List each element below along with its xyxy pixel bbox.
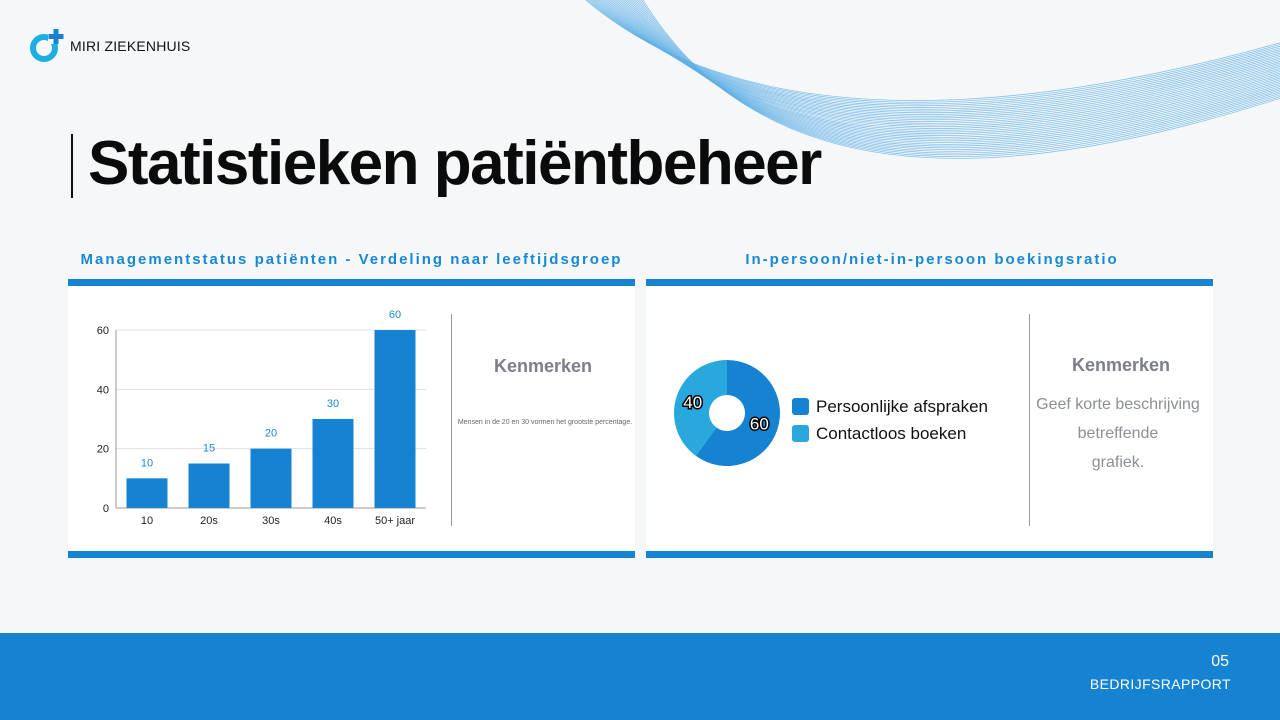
card-divider — [451, 314, 452, 526]
bar — [312, 419, 354, 508]
donut-chart: 60 40 — [674, 360, 780, 466]
wave-line — [621, 0, 1280, 138]
donut-value-label: 40 — [683, 393, 702, 412]
title-accent-bar — [71, 134, 73, 198]
bar-value-label: 20 — [265, 428, 277, 440]
bar-value-label: 15 — [203, 443, 215, 455]
donut-slice — [695, 360, 780, 466]
legend-swatch — [792, 398, 809, 415]
legend-item: Contactloos boeken — [792, 420, 988, 447]
wave-line — [623, 0, 1280, 140]
bar-chart-card: 0 20 40 60 10 10 15 20s 20 30s 30 40s 60 50+ jaar Ken… — [68, 279, 635, 558]
wave-line — [628, 0, 1280, 145]
x-tick-label: 30s — [262, 515, 280, 527]
wave-line — [632, 0, 1280, 149]
footer-band: 05 BEDRIJFSRAPPORT — [0, 633, 1280, 720]
bar — [188, 463, 230, 508]
legend-label: Contactloos boeken — [816, 423, 967, 443]
description-line: grafiek. — [1091, 454, 1145, 471]
wave-line — [639, 0, 1280, 156]
x-tick-label: 20s — [200, 515, 218, 527]
x-tick-label: 50+ jaar — [375, 515, 415, 527]
wave-line — [642, 0, 1280, 159]
card-bottom-line — [68, 551, 635, 558]
legend-swatch — [792, 425, 809, 442]
wave-line — [619, 0, 1280, 136]
legend-item: Persoonlijke afspraken — [792, 393, 988, 420]
donut-legend: Persoonlijke afspraken Contactloos boeke… — [792, 393, 988, 447]
y-tick-label: 40 — [97, 384, 109, 396]
wave-line — [609, 0, 1280, 126]
x-tick-label: 40s — [324, 515, 342, 527]
logo-text: MIRI ZIEKENHUIS — [70, 38, 191, 54]
wave-line — [630, 0, 1280, 147]
description-line: betreffende — [1077, 425, 1159, 442]
wave-line — [625, 0, 1280, 142]
description-line: Geef korte beschrijving — [1036, 396, 1200, 413]
card-top-line — [646, 279, 1213, 286]
right-section-title: In-persoon/niet-in-persoon boekingsratio — [745, 251, 1119, 268]
left-section-title: Managementstatus patiënten - Verdeling n… — [80, 251, 623, 268]
footer-label: BEDRIJFSRAPPORT — [1089, 676, 1231, 692]
y-tick-label: 20 — [97, 444, 109, 456]
bar — [250, 448, 292, 508]
card-top-line — [68, 279, 635, 286]
wave-line — [626, 0, 1280, 144]
wave-line — [633, 0, 1280, 151]
wave-line — [595, 0, 1280, 112]
bar-value-label: 30 — [327, 398, 339, 410]
x-tick-label: 10 — [141, 515, 153, 527]
bar-value-label: 10 — [141, 457, 153, 469]
left-kenmerken-title: Kenmerken — [493, 356, 593, 376]
wave-line — [618, 0, 1280, 135]
wave-line — [607, 0, 1280, 124]
left-description: Mensen in de 20 en 30 vormen het grootst… — [457, 419, 633, 426]
wave-line — [590, 0, 1280, 107]
donut-value-label: 60 — [750, 415, 769, 434]
bar-value-label: 60 — [389, 309, 401, 321]
page-number: 05 — [1211, 653, 1229, 670]
hospital-cross-icon — [30, 29, 64, 62]
right-kenmerken-title: Kenmerken — [1071, 355, 1171, 375]
card-bottom-line — [646, 551, 1213, 558]
wave-line — [616, 0, 1280, 133]
y-tick-label: 0 — [103, 503, 109, 515]
y-tick-label: 60 — [97, 325, 109, 337]
donut-chart-card: 60 40 Persoonlijke afspraken Contactloos … — [646, 279, 1213, 558]
donut-slice — [674, 360, 727, 456]
page-title: Statistieken patiëntbeheer — [88, 129, 822, 198]
card-divider — [1029, 314, 1030, 526]
bar-chart: 0 20 40 60 10 10 15 20s 20 30s 30 40s 60 50+ jaar — [97, 309, 426, 527]
bar — [374, 330, 416, 508]
wave-line — [612, 0, 1280, 129]
wave-line — [592, 0, 1280, 108]
wave-line — [635, 0, 1280, 152]
decorative-wave-lines — [585, 0, 1280, 159]
legend-label: Persoonlijke afspraken — [816, 396, 988, 416]
wave-line — [640, 0, 1280, 158]
wave-line — [593, 0, 1280, 110]
right-description: Geef korte beschrijving betreffende graf… — [1018, 390, 1218, 477]
bar — [126, 478, 168, 508]
logo: MIRI ZIEKENHUIS — [28, 28, 190, 64]
wave-line — [637, 0, 1280, 154]
wave-line — [605, 0, 1280, 122]
